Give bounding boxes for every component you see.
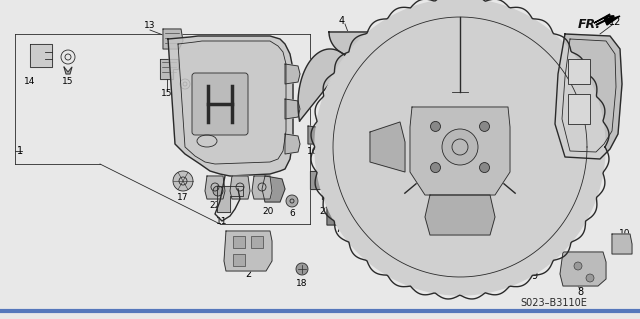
- Polygon shape: [327, 207, 347, 225]
- Circle shape: [296, 263, 308, 275]
- Text: 1: 1: [17, 146, 23, 156]
- Polygon shape: [329, 32, 385, 57]
- Polygon shape: [217, 186, 243, 212]
- Circle shape: [442, 129, 478, 165]
- Polygon shape: [285, 64, 300, 84]
- Circle shape: [479, 122, 490, 131]
- Text: 18: 18: [296, 279, 308, 288]
- Polygon shape: [298, 49, 349, 121]
- Polygon shape: [224, 231, 272, 271]
- Text: 15: 15: [62, 78, 74, 86]
- Polygon shape: [64, 67, 72, 74]
- Polygon shape: [315, 0, 605, 295]
- Text: 22: 22: [209, 202, 221, 211]
- Polygon shape: [205, 176, 225, 199]
- Text: FR.: FR.: [578, 18, 601, 31]
- Polygon shape: [30, 44, 52, 67]
- Circle shape: [586, 274, 594, 282]
- Polygon shape: [310, 171, 332, 189]
- Polygon shape: [410, 107, 510, 195]
- Polygon shape: [322, 184, 342, 199]
- Polygon shape: [612, 234, 632, 254]
- Text: 17: 17: [177, 192, 189, 202]
- Text: 7: 7: [335, 225, 341, 234]
- Polygon shape: [252, 176, 272, 199]
- Polygon shape: [425, 195, 495, 235]
- Text: 13: 13: [144, 21, 156, 31]
- Text: 10: 10: [620, 229, 631, 239]
- Polygon shape: [285, 134, 300, 154]
- Polygon shape: [560, 252, 606, 286]
- Polygon shape: [230, 176, 250, 199]
- Circle shape: [431, 122, 440, 131]
- Polygon shape: [528, 246, 548, 266]
- Text: 20: 20: [262, 207, 274, 217]
- Text: 8: 8: [577, 287, 583, 297]
- Polygon shape: [163, 29, 183, 49]
- Circle shape: [574, 262, 582, 270]
- Text: 9: 9: [531, 271, 537, 281]
- Polygon shape: [168, 36, 293, 176]
- Text: 16: 16: [307, 146, 319, 155]
- Text: 12: 12: [609, 17, 621, 27]
- Polygon shape: [262, 176, 285, 202]
- Polygon shape: [285, 99, 300, 119]
- Text: S023–B3110E: S023–B3110E: [520, 298, 587, 308]
- Polygon shape: [160, 59, 178, 79]
- Bar: [233, 254, 245, 266]
- Text: 4: 4: [339, 16, 345, 26]
- Polygon shape: [568, 59, 590, 84]
- Text: 15: 15: [161, 90, 173, 99]
- Polygon shape: [555, 34, 622, 159]
- Circle shape: [431, 163, 440, 173]
- FancyBboxPatch shape: [192, 73, 248, 135]
- Text: 2: 2: [245, 269, 251, 279]
- Polygon shape: [568, 94, 590, 124]
- Text: 21: 21: [319, 207, 331, 217]
- Polygon shape: [594, 14, 620, 25]
- Circle shape: [479, 163, 490, 173]
- Polygon shape: [370, 122, 405, 172]
- Bar: [251, 236, 263, 248]
- Circle shape: [173, 171, 193, 191]
- Polygon shape: [308, 126, 326, 144]
- Text: 11: 11: [216, 217, 228, 226]
- Text: 6: 6: [289, 210, 295, 219]
- Text: 5: 5: [457, 4, 463, 14]
- Text: 14: 14: [24, 78, 36, 86]
- Polygon shape: [335, 175, 353, 191]
- Circle shape: [286, 195, 298, 207]
- Circle shape: [213, 186, 223, 196]
- Bar: [233, 236, 245, 248]
